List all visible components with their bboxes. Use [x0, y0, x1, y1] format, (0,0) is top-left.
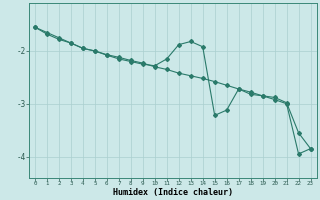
X-axis label: Humidex (Indice chaleur): Humidex (Indice chaleur)	[113, 188, 233, 197]
